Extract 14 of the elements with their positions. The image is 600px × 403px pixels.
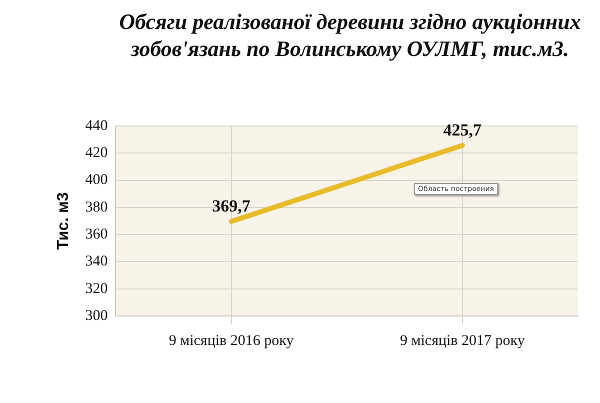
y-tick-label: 360 xyxy=(85,226,108,243)
chart-title: Обсяги реалізованої деревини згідно аукціонних зобов'язань по Волинському ОУЛМГ, тис.м3. xyxy=(118,8,582,62)
y-tick-label: 380 xyxy=(85,199,108,216)
y-axis-title: Тис. м3 xyxy=(55,192,72,250)
y-tick-label: 420 xyxy=(85,145,108,162)
y-tick-label: 320 xyxy=(85,280,108,297)
text: 369,7 xyxy=(212,196,250,216)
x-tick-label: 9 місяців 2017 року xyxy=(400,332,526,349)
y-tick-label: 300 xyxy=(85,308,108,324)
y-tick-label: 440 xyxy=(85,118,108,134)
text: 425,7 xyxy=(443,120,482,140)
y-tick-label: 340 xyxy=(85,254,108,270)
x-tick-label: 9 місяців 2016 року xyxy=(168,332,294,349)
y-tick-label: 400 xyxy=(85,172,108,188)
